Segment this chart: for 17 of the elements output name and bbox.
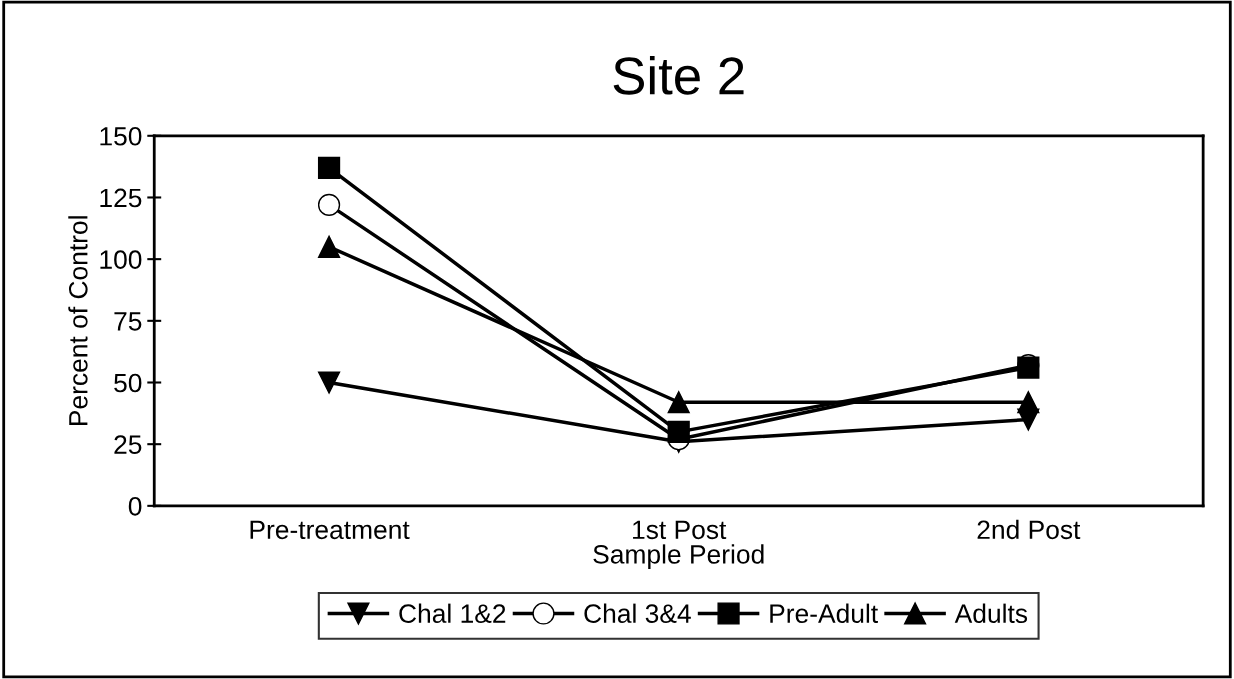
y-tick-label: 125 — [100, 188, 142, 208]
y-tick-label: 50 — [114, 373, 142, 393]
legend-label: Chal 1&2 — [399, 603, 506, 623]
chart-title: Site 2 — [613, 55, 744, 95]
y-axis-title: Percent of Control — [68, 216, 88, 425]
legend-label: Adults — [954, 603, 1028, 623]
y-tick-label: 100 — [100, 250, 142, 269]
y-tick-label: 0 — [128, 496, 142, 516]
legend-label: Chal 3&4 — [584, 603, 691, 623]
legend-label: Pre-Adult — [770, 603, 878, 623]
y-tick-label: 75 — [114, 312, 142, 331]
x-axis-title: Sample Period — [593, 544, 764, 569]
x-tick-label: 2nd Post — [977, 519, 1081, 540]
y-tick-label: 25 — [114, 435, 142, 454]
y-tick-label: 150 — [100, 126, 142, 146]
x-tick-label: Pre-treatment — [250, 520, 410, 540]
x-tick-label: 1st Post — [633, 520, 727, 540]
